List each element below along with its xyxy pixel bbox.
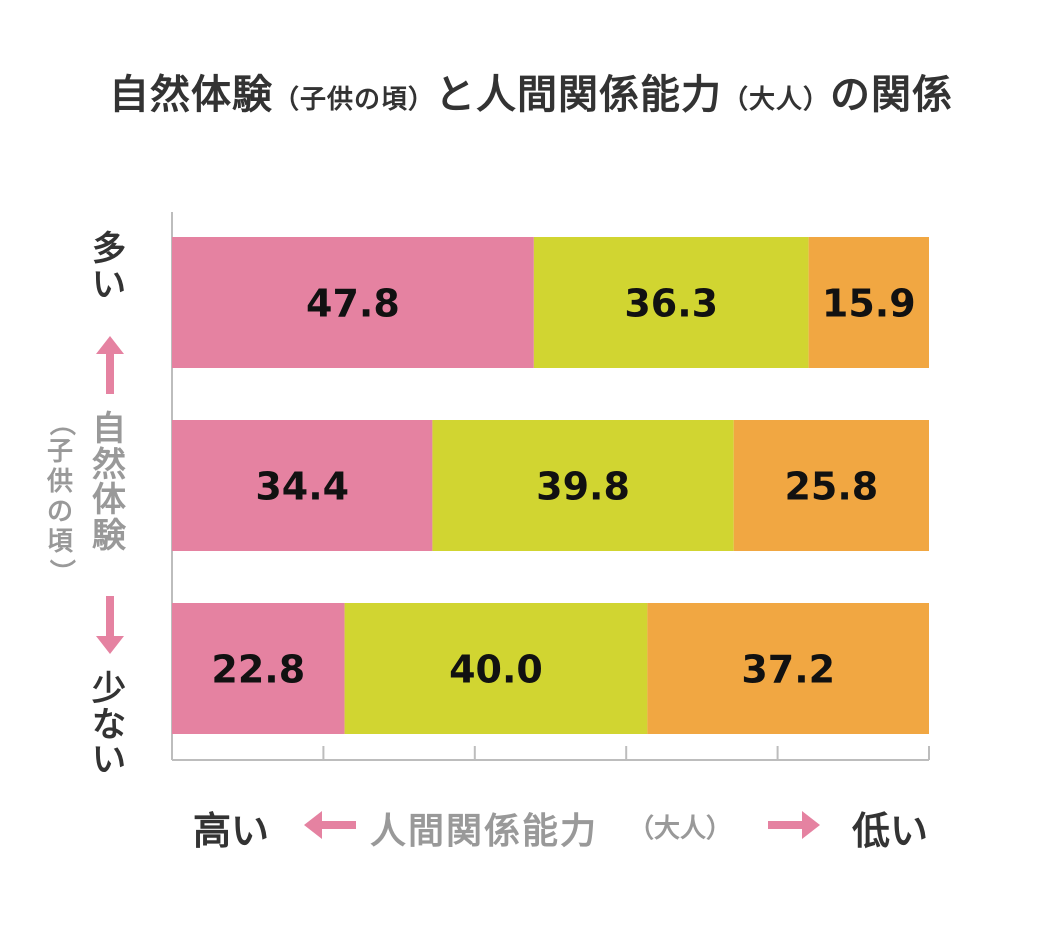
bar-segment <box>172 237 534 368</box>
bar-value-label: 47.8 <box>306 282 400 326</box>
bar-value-label: 22.8 <box>211 648 305 692</box>
bar-value-label: 36.3 <box>624 282 718 326</box>
right-arrow-icon <box>768 811 820 839</box>
x-right-label: 低い <box>852 809 929 853</box>
title-part-2: （子供の頃） <box>272 85 435 115</box>
y-bottom-label-text: 少ない <box>92 669 126 781</box>
bar-segment <box>647 603 929 734</box>
x-sub-label: （大人） <box>628 814 733 844</box>
title-part-1: 自然体験 <box>108 72 273 118</box>
bar-value-label: 25.8 <box>784 465 878 509</box>
bar-segment <box>733 420 929 551</box>
bar-value-label: 39.8 <box>536 465 630 509</box>
y-sub-label-text: （子供の頃） <box>45 409 76 586</box>
x-axis-label-row: 高い 人間関係能力 （大人） 低い <box>0 798 1062 858</box>
title-part-5: の関係 <box>830 72 954 118</box>
bar-value-label: 40.0 <box>449 648 543 692</box>
x-main-label: 人間関係能力 <box>370 811 599 852</box>
y-sub-label: （子供の頃） <box>40 408 80 587</box>
bar-value-label: 37.2 <box>741 648 835 692</box>
bar-segment <box>533 237 809 368</box>
bar-segment <box>432 420 734 551</box>
x-left-label: 高い <box>193 809 270 853</box>
bar-value-label: 15.9 <box>822 282 916 326</box>
bar-segment <box>344 603 648 734</box>
title-part-4: （大人） <box>722 85 831 115</box>
up-arrow-icon <box>96 336 124 394</box>
y-main-label-text: 自然体験 <box>92 409 126 557</box>
left-arrow-icon <box>304 811 356 839</box>
y-top-label-text: 多い <box>92 229 126 305</box>
bar-segment <box>172 420 433 551</box>
y-bottom-label: 少ない <box>86 669 132 781</box>
bar-segment <box>808 237 929 368</box>
y-top-label: 多い <box>86 229 132 305</box>
title-part-3: と人間関係能力 <box>435 72 722 118</box>
bar-segment <box>172 603 345 734</box>
bar-value-label: 34.4 <box>255 465 349 509</box>
down-arrow-icon <box>96 596 124 654</box>
y-main-label: 自然体験 <box>86 409 132 557</box>
chart-title: 自然体験（子供の頃）と人間関係能力（大人）の関係 <box>0 62 1062 120</box>
